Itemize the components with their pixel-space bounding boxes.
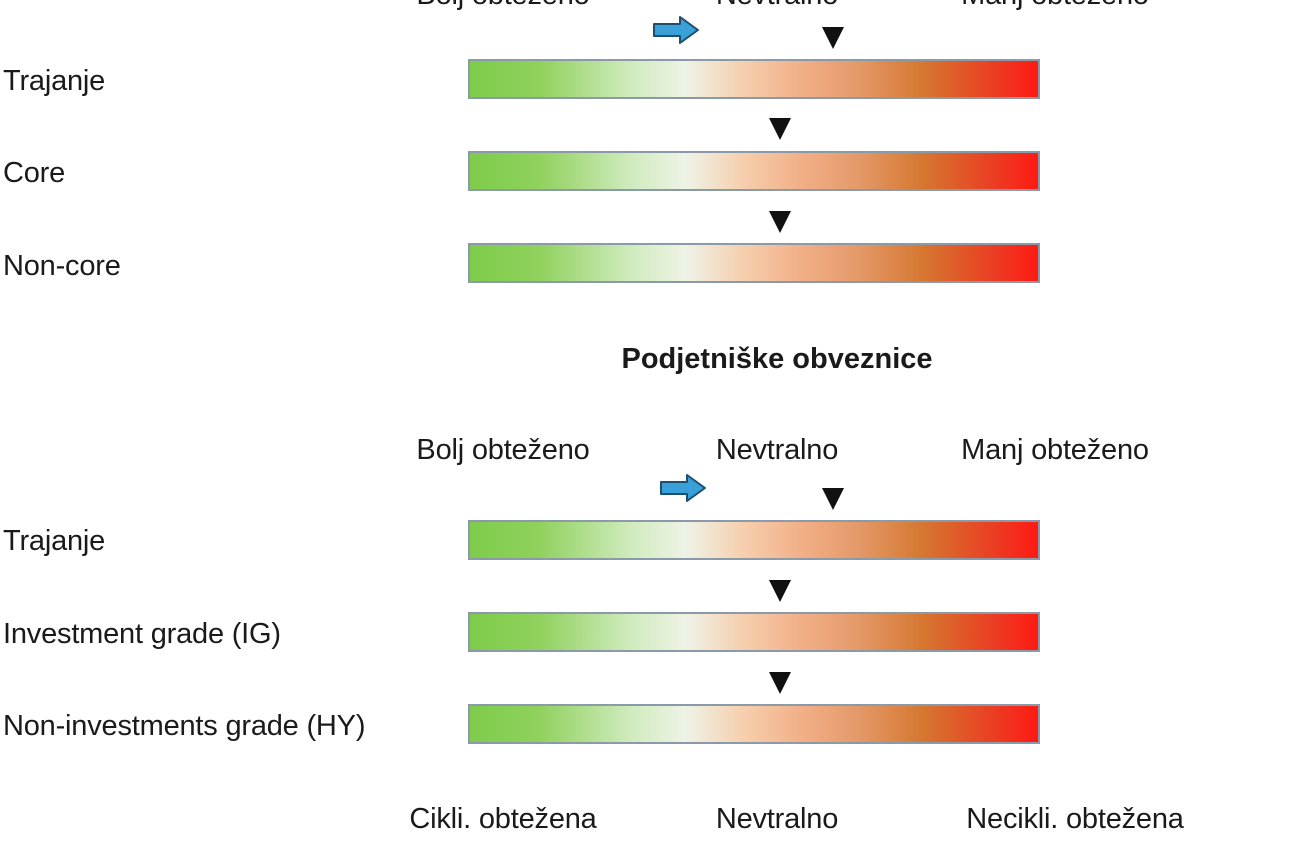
row-label-duration: Trajanje — [3, 525, 106, 557]
header-label-less-weighted: Manj obteženo — [961, 0, 1149, 12]
scale-bar — [468, 243, 1040, 283]
header-label-more-weighted: Bolj obteženo — [416, 0, 589, 12]
indicator-marker — [822, 488, 844, 510]
indicator-marker — [769, 672, 791, 694]
indicator-marker — [769, 580, 791, 602]
row-label-non-core: Non-core — [3, 250, 121, 282]
footer-label-neutral: Nevtralno — [715, 803, 839, 835]
right-arrow-icon — [653, 16, 699, 44]
footer-label-cyclical: Cikli. obtežena — [409, 803, 597, 835]
row-label-high-yield: Non-investments grade (HY) — [3, 710, 366, 742]
scale-bar — [468, 612, 1040, 652]
row-label-core: Core — [3, 157, 66, 189]
label-neutral: Nevtralno — [715, 434, 839, 466]
indicator-marker — [769, 211, 791, 233]
scale-bar — [468, 151, 1040, 191]
scale-bar — [468, 704, 1040, 744]
indicator-marker — [822, 27, 844, 49]
section-title: Podjetniške obveznice — [621, 343, 933, 375]
footer-label-non-cyclical: Necikli. obtežena — [966, 803, 1184, 835]
label-more-weighted: Bolj obteženo — [416, 434, 590, 466]
scale-bar — [468, 520, 1040, 560]
row-label-investment-grade: Investment grade (IG) — [3, 618, 281, 650]
right-arrow-icon — [660, 474, 706, 502]
header-label-neutral: Nevtralno — [716, 0, 839, 12]
scale-bar — [468, 59, 1040, 99]
row-label-duration: Trajanje — [3, 65, 106, 97]
indicator-marker — [769, 118, 791, 140]
label-less-weighted: Manj obteženo — [961, 434, 1149, 466]
